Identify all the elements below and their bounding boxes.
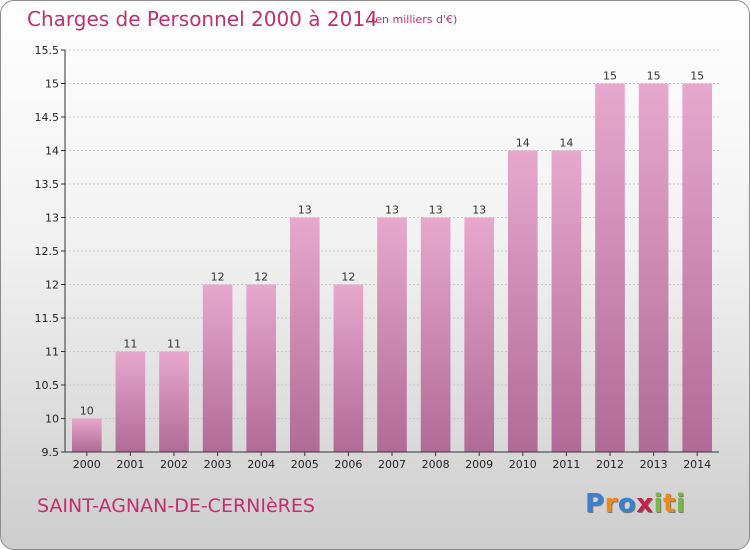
x-tick-label: 2012 <box>596 458 624 471</box>
x-tick-label: 2006 <box>334 458 362 471</box>
bar-2010[interactable] <box>507 150 538 453</box>
bar-2007[interactable] <box>377 217 407 453</box>
y-tick-label: 14 <box>45 145 59 158</box>
y-tick-label: 13 <box>45 212 59 225</box>
y-tick-label: 11 <box>45 346 59 359</box>
y-tick-label: 13.5 <box>35 178 60 191</box>
y-tick-label: 12.5 <box>35 245 60 258</box>
proxiti-logo[interactable]: Proxiti <box>585 489 685 519</box>
y-tick-label: 11.5 <box>35 312 60 325</box>
data-label-2007: 13 <box>385 204 399 217</box>
bars <box>71 83 713 453</box>
x-tick-label: 2007 <box>378 458 406 471</box>
bar-2002[interactable] <box>159 351 189 453</box>
y-tick-label: 10 <box>45 413 59 426</box>
x-tick-label: 2000 <box>73 458 101 471</box>
data-label-2006: 12 <box>341 271 355 284</box>
chart-subtitle: (en milliers d'€) <box>371 13 458 26</box>
data-label-2009: 13 <box>472 204 486 217</box>
x-tick-label: 2004 <box>247 458 275 471</box>
data-label-2011: 14 <box>559 137 573 150</box>
data-label-2000: 10 <box>80 405 94 418</box>
bar-2011[interactable] <box>551 150 582 453</box>
x-tick-label: 2001 <box>116 458 144 471</box>
x-tick-label: 2014 <box>683 458 711 471</box>
data-label-2008: 13 <box>429 204 443 217</box>
x-tick-label: 2003 <box>204 458 232 471</box>
logo-letter: i <box>675 489 686 519</box>
data-label-2010: 14 <box>516 137 530 150</box>
x-tick-label: 2010 <box>509 458 537 471</box>
y-tick-label: 15.5 <box>35 44 60 57</box>
data-label-2002: 11 <box>167 338 181 351</box>
logo-letter: r <box>604 489 618 519</box>
data-label-2003: 12 <box>211 271 225 284</box>
y-tick-label: 9.5 <box>42 446 60 459</box>
bar-2012[interactable] <box>595 83 625 453</box>
y-tick-label: 14.5 <box>35 111 60 124</box>
data-label-2012: 15 <box>603 70 617 83</box>
data-label-2013: 15 <box>647 70 661 83</box>
x-tick-label: 2002 <box>160 458 188 471</box>
x-tick-label: 2011 <box>552 458 580 471</box>
bar-2004[interactable] <box>246 284 277 453</box>
bar-2005[interactable] <box>289 217 320 453</box>
bar-2013[interactable] <box>638 83 669 453</box>
bar-2001[interactable] <box>115 351 146 453</box>
logo-letter: x <box>636 489 654 519</box>
bar-2000[interactable] <box>71 418 102 453</box>
bar-2003[interactable] <box>202 284 233 453</box>
logo-letter: P <box>585 489 605 519</box>
y-tick-label: 10.5 <box>35 379 60 392</box>
x-tick-label: 2005 <box>291 458 319 471</box>
y-tick-label: 12 <box>45 279 59 292</box>
data-label-2005: 13 <box>298 204 312 217</box>
chart-title: Charges de Personnel 2000 à 2014 <box>27 7 378 31</box>
bar-2006[interactable] <box>333 284 364 453</box>
data-label-2014: 15 <box>690 70 704 83</box>
logo-letter: o <box>617 489 637 519</box>
data-label-2001: 11 <box>123 338 137 351</box>
commune-name: SAINT-AGNAN-DE-CERNIèRES <box>37 495 315 517</box>
logo-letter: i <box>653 489 663 519</box>
bar-2014[interactable] <box>682 83 713 453</box>
y-tick-label: 15 <box>45 78 59 91</box>
bar-2009[interactable] <box>464 217 495 453</box>
x-tick-label: 2013 <box>640 458 668 471</box>
data-label-2004: 12 <box>254 271 268 284</box>
bar-2008[interactable] <box>420 217 451 453</box>
data-labels: 10 11 11 12 12 13 12 13 13 13 14 14 15 15 15 <box>80 70 704 418</box>
axes: 9.5 10 10.5 11 11.5 12 12.5 13 13.5 14 14.5 15 15.5 2… <box>35 44 719 471</box>
logo-letter: t <box>662 489 676 519</box>
x-tick-label: 2008 <box>422 458 450 471</box>
x-tick-label: 2009 <box>465 458 493 471</box>
